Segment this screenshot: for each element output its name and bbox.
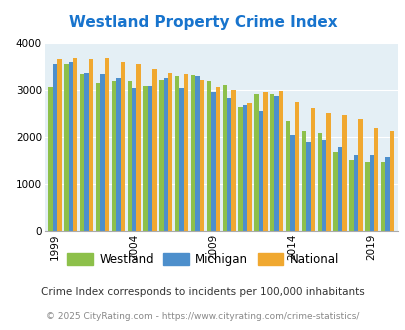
Bar — [231, 90, 235, 231]
Text: © 2025 CityRating.com - https://www.cityrating.com/crime-statistics/: © 2025 CityRating.com - https://www.city… — [46, 312, 359, 321]
Bar — [48, 87, 53, 231]
Bar — [179, 87, 183, 231]
Bar — [274, 96, 278, 231]
Bar — [84, 74, 89, 231]
Bar — [211, 92, 215, 231]
Text: Crime Index corresponds to incidents per 100,000 inhabitants: Crime Index corresponds to incidents per… — [41, 287, 364, 297]
Bar — [120, 62, 125, 231]
Bar — [206, 81, 211, 231]
Bar — [262, 92, 267, 231]
Bar — [326, 113, 330, 231]
Bar — [195, 76, 199, 231]
Bar — [348, 160, 353, 231]
Bar — [183, 74, 188, 231]
Bar — [242, 105, 247, 231]
Bar — [143, 86, 147, 231]
Legend: Westland, Michigan, National: Westland, Michigan, National — [62, 248, 343, 271]
Bar — [89, 59, 93, 231]
Bar — [57, 59, 62, 231]
Bar — [285, 121, 290, 231]
Bar — [341, 115, 346, 231]
Bar — [310, 108, 314, 231]
Bar — [226, 98, 231, 231]
Bar — [337, 147, 341, 231]
Bar — [373, 128, 377, 231]
Bar — [317, 133, 321, 231]
Bar — [269, 94, 274, 231]
Bar — [100, 74, 104, 231]
Bar — [294, 102, 298, 231]
Bar — [136, 64, 141, 231]
Bar — [104, 58, 109, 231]
Bar — [254, 94, 258, 231]
Bar — [64, 64, 68, 231]
Bar — [305, 142, 310, 231]
Bar — [152, 69, 156, 231]
Bar — [321, 140, 326, 231]
Bar — [147, 86, 152, 231]
Bar — [168, 74, 172, 231]
Bar — [127, 81, 132, 231]
Bar — [389, 131, 393, 231]
Bar — [222, 85, 226, 231]
Bar — [364, 162, 369, 231]
Bar — [80, 74, 84, 231]
Bar — [215, 87, 220, 231]
Bar — [96, 83, 100, 231]
Bar — [116, 78, 120, 231]
Bar — [247, 103, 251, 231]
Bar — [301, 131, 305, 231]
Bar — [369, 155, 373, 231]
Bar — [199, 80, 204, 231]
Bar — [333, 152, 337, 231]
Bar — [238, 107, 242, 231]
Bar — [68, 62, 73, 231]
Bar — [111, 81, 116, 231]
Bar — [353, 155, 357, 231]
Bar — [290, 135, 294, 231]
Text: Westland Property Crime Index: Westland Property Crime Index — [68, 15, 337, 30]
Bar — [73, 58, 77, 231]
Bar — [159, 80, 163, 231]
Bar — [278, 91, 283, 231]
Bar — [357, 118, 362, 231]
Bar — [175, 76, 179, 231]
Bar — [53, 64, 57, 231]
Bar — [163, 78, 168, 231]
Bar — [384, 157, 389, 231]
Bar — [380, 162, 384, 231]
Bar — [132, 87, 136, 231]
Bar — [258, 111, 262, 231]
Bar — [190, 75, 195, 231]
